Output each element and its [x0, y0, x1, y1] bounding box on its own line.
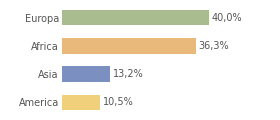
Bar [62, 10, 209, 25]
Bar [62, 95, 101, 110]
Text: 40,0%: 40,0% [212, 13, 242, 23]
Text: 10,5%: 10,5% [103, 97, 133, 107]
Text: 13,2%: 13,2% [113, 69, 143, 79]
Bar [62, 38, 196, 54]
Bar [62, 66, 110, 82]
Text: 36,3%: 36,3% [198, 41, 228, 51]
